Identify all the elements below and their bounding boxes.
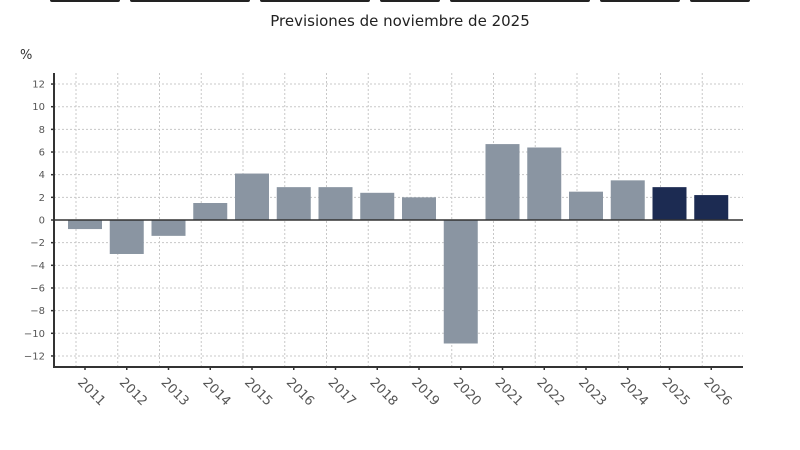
x-tick-label: 2018 [366, 375, 400, 409]
bar-2022 [527, 147, 562, 220]
y-tick-label: −4 [30, 261, 45, 272]
chart-subtitle: Previsiones de noviembre de 2025 [270, 12, 530, 30]
y-tick-label: −10 [24, 329, 45, 340]
bar-2015 [235, 173, 269, 220]
bar-2023 [569, 191, 603, 220]
x-tick-label: 2025 [659, 375, 693, 409]
bar-2014 [193, 203, 228, 220]
x-tick-label: 2019 [408, 375, 442, 409]
x-tick-label: 2011 [74, 375, 108, 409]
bar-2017 [318, 187, 353, 220]
x-tick-label: 2012 [116, 375, 150, 409]
bar-2025 [652, 187, 687, 220]
x-tick-label: 2022 [533, 375, 567, 409]
x-tick-label: 2015 [241, 375, 275, 409]
x-tick-label: 2016 [283, 375, 317, 409]
x-tick-label: 2014 [199, 375, 233, 409]
bar-2026 [694, 195, 729, 220]
x-tick-label: 2017 [325, 375, 359, 409]
y-tick-label: 10 [32, 102, 45, 113]
bar-2019 [402, 197, 436, 220]
bar-2021 [485, 144, 520, 220]
y-axis-unit-label: % [20, 48, 33, 63]
y-tick-label: −8 [30, 306, 45, 317]
x-tick-label: 2013 [158, 375, 192, 409]
x-tick-label: 2020 [450, 375, 484, 409]
y-tick-label: 2 [39, 193, 45, 204]
bar-2024 [610, 180, 645, 220]
y-tick-label: 12 [32, 80, 45, 91]
x-tick-label: 2021 [492, 375, 526, 409]
axes [53, 73, 743, 368]
y-tick-label: 6 [39, 148, 45, 159]
x-tick-label: 2026 [700, 375, 734, 409]
y-tick-label: 8 [39, 125, 45, 136]
x-tick-label: 2024 [617, 375, 651, 409]
bar-2018 [360, 192, 395, 220]
source-note-cropped [190, 445, 610, 450]
bar-2011 [68, 220, 102, 230]
bar-2012 [109, 220, 144, 254]
y-tick-label: −6 [30, 283, 45, 294]
y-tick-label: 0 [39, 216, 45, 227]
bar-2013 [151, 220, 186, 236]
x-axis-ticks: 2011 2012 2013 2014 2015 2016 2017 2018 2019 2020… [74, 367, 734, 409]
y-axis-ticks: 12 10 8 6 4 2 0 −2 −4 −6 −8 −10 −12 [24, 80, 54, 362]
grid-lines [54, 73, 743, 367]
bars [68, 144, 729, 344]
y-tick-label: 4 [39, 170, 45, 181]
x-tick-label: 2023 [575, 375, 609, 409]
y-tick-label: −2 [30, 238, 45, 249]
y-tick-label: −12 [24, 351, 45, 362]
chart-title-cropped [40, 0, 760, 4]
bar-2016 [276, 187, 311, 220]
bar-2020 [443, 220, 478, 344]
